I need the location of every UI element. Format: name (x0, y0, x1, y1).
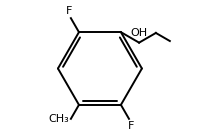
Text: CH₃: CH₃ (49, 114, 69, 124)
Text: OH: OH (130, 28, 148, 38)
Text: F: F (127, 121, 134, 131)
Text: F: F (66, 6, 72, 16)
